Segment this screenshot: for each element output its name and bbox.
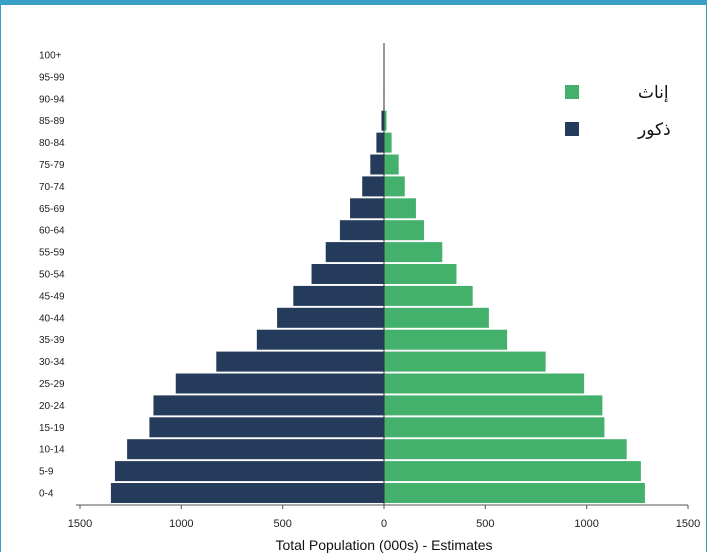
x-tick-label: 500	[273, 518, 291, 530]
female-bar-10-14	[384, 439, 627, 460]
male-bar-5-9	[114, 461, 384, 482]
female-bar-5-9	[384, 461, 641, 482]
population-pyramid-chart: 0-4 5-9 10-14 15-19 20-24 25-29 30-34 35-39 40-4…	[1, 5, 707, 557]
x-axis-title: Total Population (000s) - Estimates	[275, 537, 492, 553]
y-tick-label: 35-39	[39, 335, 65, 346]
female-bar-0-4	[384, 483, 645, 504]
female-bar-55-59	[384, 242, 443, 263]
y-tick-label: 60-64	[39, 226, 65, 237]
x-tick-label: 1500	[68, 518, 92, 530]
y-tick-label: 40-44	[39, 313, 65, 324]
female-bar-25-29	[384, 373, 585, 394]
male-bar-80-84	[376, 132, 384, 153]
female-bar-60-64	[384, 220, 425, 241]
female-bar-70-74	[384, 176, 405, 197]
female-bar-30-34	[384, 351, 546, 372]
female-bar-20-24	[384, 395, 603, 416]
male-bar-75-79	[370, 154, 384, 175]
y-tick-label: 20-24	[39, 401, 65, 412]
y-tick-label: 10-14	[39, 445, 65, 456]
x-tick-label: 1000	[574, 518, 598, 530]
legend-swatch-female	[565, 85, 579, 99]
male-bar-15-19	[149, 417, 384, 438]
x-tick-label: 500	[476, 518, 494, 530]
male-bar-35-39	[256, 329, 384, 350]
female-bar-50-54	[384, 264, 457, 285]
legend-swatch-male	[565, 122, 579, 136]
female-bar-15-19	[384, 417, 605, 438]
y-tick-label: 95-99	[39, 72, 65, 83]
y-tick-label: 55-59	[39, 248, 65, 259]
male-bar-30-34	[216, 351, 384, 372]
male-bar-0-4	[110, 483, 384, 504]
male-bar-20-24	[153, 395, 384, 416]
y-tick-label: 5-9	[39, 467, 54, 478]
y-tick-label: 25-29	[39, 379, 65, 390]
y-tick-label: 0-4	[39, 489, 54, 500]
female-bar-40-44	[384, 307, 489, 328]
male-bar-45-49	[293, 285, 384, 306]
male-bar-65-69	[350, 198, 384, 219]
female-bar-75-79	[384, 154, 399, 175]
male-bar-50-54	[311, 264, 384, 285]
female-bar-35-39	[384, 329, 508, 350]
legend-label-male: ذكور	[637, 120, 671, 140]
male-bar-55-59	[325, 242, 384, 263]
male-bar-25-29	[175, 373, 384, 394]
y-tick-label: 70-74	[39, 182, 65, 193]
y-tick-label: 75-79	[39, 160, 65, 171]
legend-label-female: إناث	[638, 83, 669, 103]
y-tick-label: 65-69	[39, 204, 65, 215]
male-bar-60-64	[339, 220, 384, 241]
female-bar-65-69	[384, 198, 416, 219]
y-tick-label: 15-19	[39, 423, 65, 434]
y-tick-label: 45-49	[39, 291, 65, 302]
male-bar-40-44	[277, 307, 384, 328]
female-bar-80-84	[384, 132, 392, 153]
y-tick-label: 85-89	[39, 116, 65, 127]
y-tick-label: 90-94	[39, 94, 65, 105]
male-bar-70-74	[362, 176, 384, 197]
x-tick-label: 1000	[169, 518, 193, 530]
y-tick-label: 100+	[39, 51, 62, 62]
y-tick-label: 80-84	[39, 138, 65, 149]
x-tick-label: 1500	[676, 518, 700, 530]
male-bar-10-14	[127, 439, 384, 460]
y-tick-label: 50-54	[39, 270, 65, 281]
y-tick-label: 30-34	[39, 357, 65, 368]
x-tick-label: 0	[381, 518, 387, 530]
female-bar-45-49	[384, 285, 473, 306]
